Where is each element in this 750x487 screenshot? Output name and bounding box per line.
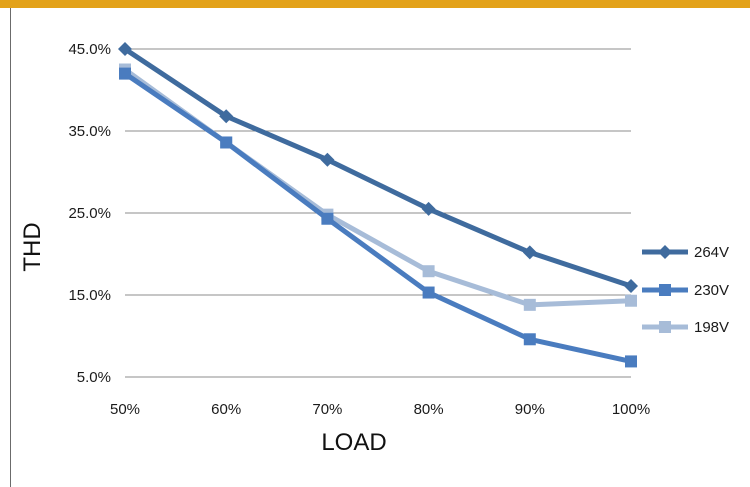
data-point <box>625 294 637 307</box>
legend-item: 264V <box>642 244 729 261</box>
data-point <box>320 152 335 167</box>
x-axis-tick-labels: 50% 60% 70% 80% 90% 100% <box>110 401 650 418</box>
y-axis-title: THD <box>19 222 46 271</box>
x-tick-label: 100% <box>612 401 650 418</box>
x-tick-label: 70% <box>312 401 342 418</box>
x-tick-label: 90% <box>515 401 545 418</box>
data-point <box>522 245 537 260</box>
left-border-rule <box>10 8 11 487</box>
legend-label: 264V <box>694 244 729 261</box>
series-line <box>122 46 634 289</box>
legend-swatch-marker <box>659 284 671 296</box>
legend-label: 198V <box>694 319 729 336</box>
data-point <box>523 298 536 311</box>
data-point <box>220 136 233 149</box>
x-tick-label: 80% <box>414 401 444 418</box>
data-point <box>421 201 436 216</box>
legend-item: 230V <box>642 282 729 299</box>
x-axis-title: LOAD <box>321 429 386 456</box>
y-tick-label: 5.0% <box>77 369 111 386</box>
x-tick-label: 60% <box>211 401 241 418</box>
y-tick-label: 25.0% <box>68 205 111 222</box>
legend-label: 230V <box>694 282 729 299</box>
data-point <box>118 42 132 56</box>
y-tick-label: 45.0% <box>68 41 111 58</box>
data-point <box>119 67 131 80</box>
series-230V <box>119 67 637 368</box>
y-tick-label: 35.0% <box>68 123 111 140</box>
x-tick-label: 50% <box>110 401 140 418</box>
legend: 264V 230V 198V <box>642 244 729 336</box>
data-point <box>523 333 536 346</box>
data-point <box>422 286 435 299</box>
accent-top-bar <box>0 0 750 8</box>
data-point <box>624 278 638 293</box>
legend-swatch-marker <box>659 321 671 333</box>
series-line <box>122 67 634 308</box>
series-198V <box>119 63 637 311</box>
series-264V <box>118 42 638 293</box>
series-line <box>122 71 634 364</box>
data-point <box>625 355 637 368</box>
y-tick-label: 15.0% <box>68 287 111 304</box>
gridlines <box>125 48 631 378</box>
data-point <box>422 265 435 278</box>
data-point <box>321 212 334 225</box>
legend-swatch-marker <box>658 245 672 259</box>
series-lines <box>118 42 638 368</box>
y-axis-tick-labels: 45.0% 35.0% 25.0% 15.0% 5.0% <box>68 41 111 386</box>
legend-item: 198V <box>642 319 729 336</box>
data-point <box>219 109 234 124</box>
